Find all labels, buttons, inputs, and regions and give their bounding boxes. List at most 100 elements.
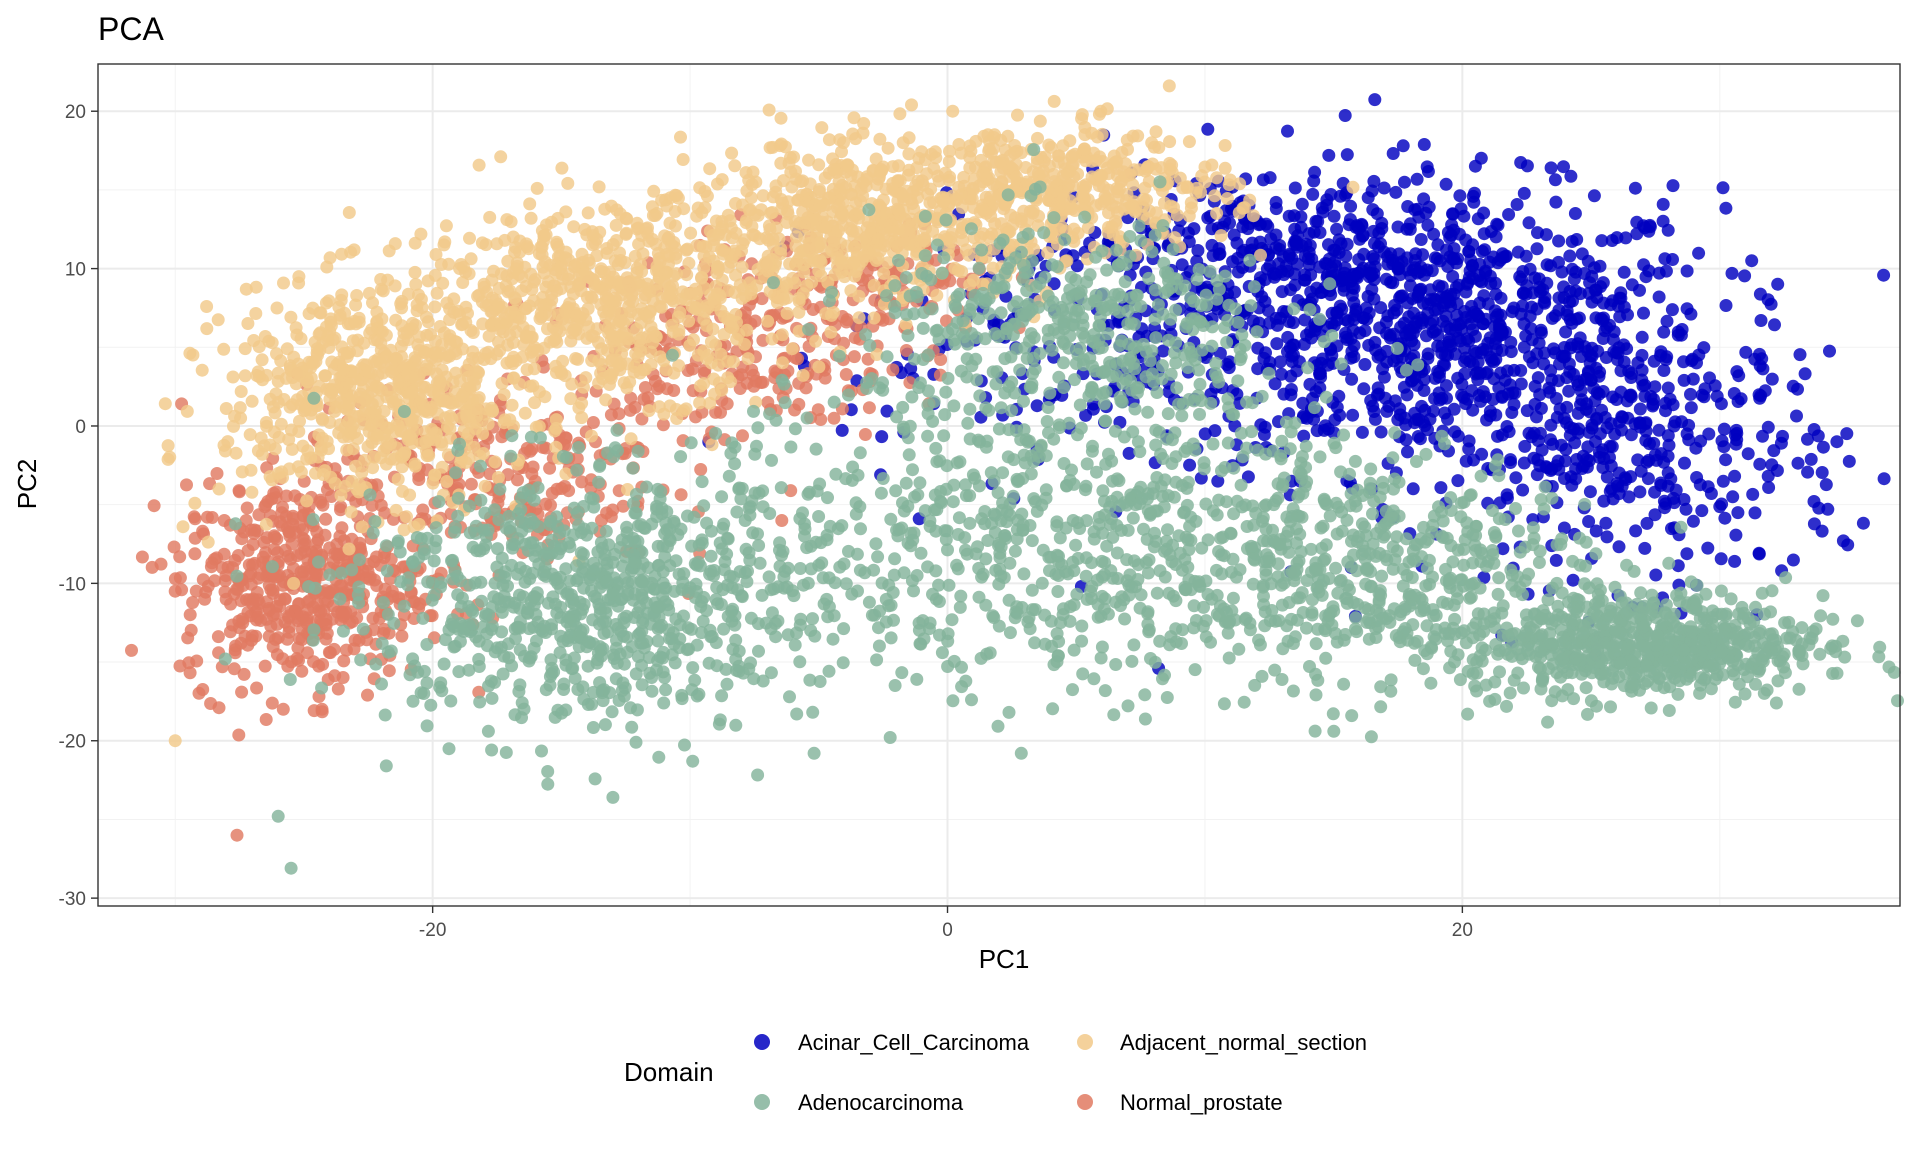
data-point [1753, 287, 1767, 301]
data-point [1630, 227, 1644, 241]
data-point [1702, 427, 1716, 441]
data-point [735, 260, 749, 274]
data-point [852, 289, 866, 303]
data-point [1458, 367, 1472, 381]
data-point [1790, 409, 1803, 423]
data-point [259, 517, 273, 531]
data-point [1330, 306, 1344, 319]
data-point [1701, 541, 1715, 555]
data-point [1600, 470, 1614, 484]
data-point [305, 545, 319, 559]
data-point [1439, 177, 1453, 191]
data-point [1634, 420, 1647, 434]
data-point [1719, 299, 1733, 312]
data-point [796, 368, 810, 382]
data-point [843, 222, 857, 235]
data-point [408, 459, 422, 473]
data-point [1339, 326, 1352, 340]
data-point [282, 625, 296, 639]
data-point [611, 258, 625, 272]
data-point [1716, 474, 1730, 488]
data-point [1624, 390, 1638, 404]
data-point [986, 261, 1000, 275]
data-point [1162, 79, 1176, 93]
data-point [1731, 506, 1745, 520]
data-point [1599, 516, 1613, 530]
data-point [276, 702, 290, 716]
data-point [1295, 197, 1309, 211]
data-point [1595, 234, 1609, 248]
data-point [1451, 474, 1465, 488]
data-point [667, 366, 681, 380]
data-point [1446, 207, 1460, 221]
data-point [1680, 427, 1694, 441]
data-point [1428, 251, 1442, 265]
data-point [787, 150, 801, 164]
data-point [629, 347, 643, 361]
data-point [1198, 427, 1212, 441]
data-point [1338, 109, 1352, 122]
data-point [1288, 278, 1302, 292]
data-point [1801, 432, 1814, 446]
data-point [1548, 173, 1562, 187]
data-point [1768, 318, 1781, 332]
data-point [1619, 473, 1633, 486]
data-point [477, 353, 491, 366]
data-point [706, 322, 720, 336]
data-point [1332, 233, 1346, 247]
data-point [328, 331, 342, 345]
data-point [1690, 471, 1704, 484]
data-point [1684, 387, 1697, 401]
data-point [857, 117, 871, 130]
data-point [1259, 346, 1272, 360]
data-point [842, 256, 856, 270]
data-point [187, 510, 201, 524]
data-point [434, 435, 448, 449]
data-point [717, 310, 731, 323]
data-points [125, 79, 1904, 875]
data-point [215, 561, 229, 575]
data-point [1245, 236, 1259, 250]
data-point [1415, 399, 1429, 413]
data-point [292, 276, 306, 290]
data-point [1287, 209, 1301, 223]
data-point [891, 239, 905, 253]
data-point [929, 151, 943, 165]
data-point [1327, 209, 1341, 223]
data-point [196, 524, 210, 538]
data-point [1514, 364, 1528, 377]
data-point [1522, 216, 1536, 230]
data-point [1754, 314, 1768, 327]
data-point [1226, 255, 1240, 269]
data-point [1263, 356, 1277, 369]
data-point [1389, 185, 1403, 199]
data-point [899, 344, 913, 357]
data-point [251, 593, 265, 607]
data-point [1367, 224, 1380, 238]
data-point [376, 284, 390, 298]
data-point [1388, 394, 1402, 408]
data-point [1689, 441, 1703, 455]
data-point [1544, 259, 1558, 273]
data-point [1661, 429, 1675, 443]
data-point [1643, 437, 1656, 451]
data-point [1358, 358, 1372, 371]
data-point [259, 713, 273, 726]
data-point [1583, 485, 1597, 499]
data-point [1534, 323, 1548, 337]
data-point [1359, 301, 1373, 315]
data-point [764, 206, 778, 220]
data-point [581, 206, 595, 220]
data-point [366, 611, 380, 625]
data-point [1397, 380, 1411, 394]
data-point [353, 390, 367, 404]
data-point [736, 429, 749, 443]
data-point [1517, 456, 1531, 470]
data-point [761, 314, 775, 328]
data-point [1606, 333, 1620, 347]
data-point [310, 525, 324, 539]
data-point [366, 461, 380, 475]
data-point [494, 267, 508, 281]
data-point [408, 236, 422, 250]
data-point [1648, 508, 1662, 522]
